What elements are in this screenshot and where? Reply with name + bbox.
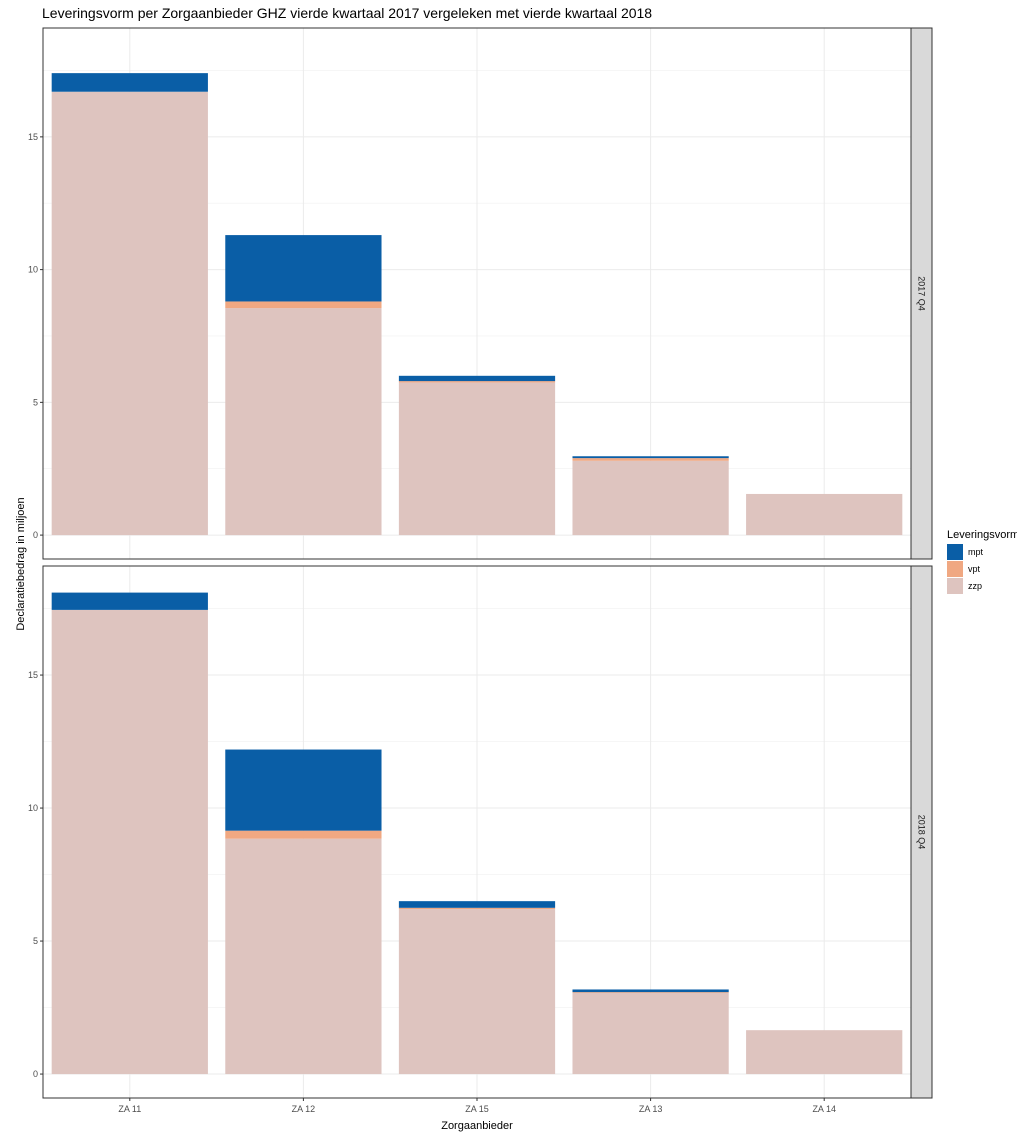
y-tick-label: 15 (28, 670, 38, 680)
bar-mpt-za15 (398, 901, 556, 908)
legend-label-mpt: mpt (968, 547, 984, 557)
y-axis-title: Declaratiebedrag in miljoen (15, 497, 27, 630)
facet-strip-label: 2018 Q4 (917, 815, 927, 850)
legend-title: Leveringsvorm (947, 529, 1017, 541)
bar-zzp-za11 (51, 91, 208, 536)
bar-mpt-za13 (572, 989, 729, 993)
facet-strip (910, 565, 933, 1099)
bar-mpt-za11 (51, 592, 208, 610)
y-tick-label: 5 (33, 936, 38, 946)
bar-zzp-za12 (225, 308, 382, 536)
facet-strip-label: 2017 Q4 (917, 276, 927, 311)
legend-swatch-vpt (947, 561, 963, 577)
bar-zzp-za13 (572, 460, 729, 536)
bar-zzp-za14 (746, 493, 903, 536)
legend-swatch-mpt (947, 544, 963, 560)
chart-title: Leveringsvorm per Zorgaanbieder GHZ vier… (42, 5, 652, 21)
bar-mpt-za12 (225, 235, 382, 302)
y-tick-label: 10 (28, 265, 38, 275)
x-axis-title: Zorgaanbieder (441, 1120, 513, 1132)
y-tick-label: 10 (28, 803, 38, 813)
legend-label-zzp: zzp (968, 581, 982, 591)
bar-mpt-za11 (51, 73, 208, 92)
bar-zzp-za15 (398, 909, 556, 1075)
x-axis-ticks: ZA 11 ZA 12 ZA 15 ZA 13 ZA 14 (118, 1098, 836, 1114)
x-tick-label: ZA 15 (465, 1104, 489, 1114)
facet-panels: 0 5 10 15 2017 Q4 0 5 10 15 2018 Q4 (28, 27, 933, 1099)
x-tick-label: ZA 11 (118, 1104, 141, 1114)
facet-strip (910, 27, 933, 560)
x-tick-label: ZA 13 (639, 1104, 663, 1114)
bar-vpt-za12 (225, 830, 382, 839)
bar-vpt-za15 (398, 381, 556, 383)
bar-vpt-za13 (572, 992, 729, 993)
legend-label-vpt: vpt (968, 564, 981, 574)
bar-zzp-za14 (746, 1030, 903, 1075)
y-tick-label: 15 (28, 132, 38, 142)
panel-2: 0 5 10 15 2018 Q4 (28, 565, 933, 1099)
bar-zzp-za11 (51, 609, 208, 1075)
bar-mpt-za13 (572, 456, 729, 459)
bar-mpt-za12 (225, 749, 382, 831)
legend-items: mpt vpt zzp (947, 544, 984, 594)
bar-mpt-za15 (398, 375, 556, 382)
bar-vpt-za15 (398, 907, 556, 910)
legend-swatch-zzp (947, 578, 963, 594)
panel-1: 0 5 10 15 2017 Q4 (28, 27, 933, 560)
y-tick-label: 5 (33, 397, 38, 407)
bar-zzp-za13 (572, 992, 729, 1075)
bar-zzp-za15 (398, 382, 556, 536)
y-tick-label: 0 (33, 1069, 38, 1079)
bar-vpt-za13 (572, 458, 729, 461)
y-tick-label: 0 (33, 530, 38, 540)
legend: Leveringsvorm mpt vpt zzp (947, 529, 1017, 594)
bar-zzp-za12 (225, 838, 382, 1075)
x-tick-label: ZA 12 (292, 1104, 316, 1114)
x-tick-label: ZA 14 (812, 1104, 836, 1114)
bar-vpt-za12 (225, 301, 382, 309)
